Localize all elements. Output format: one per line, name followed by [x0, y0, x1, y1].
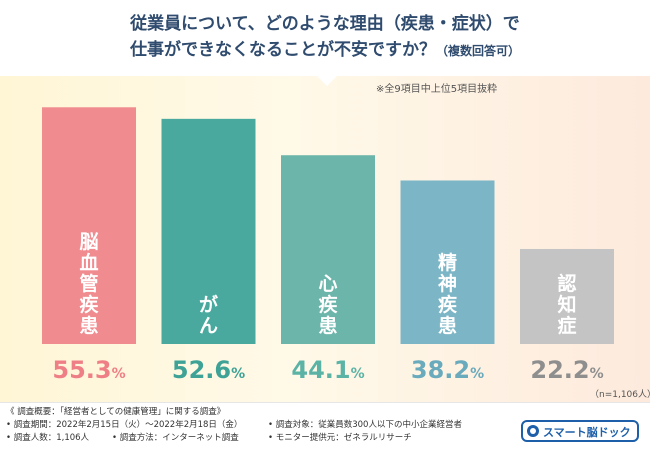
chart-title-suffix: （複数回答可）: [435, 44, 520, 58]
value-label-cancer: 52.6%: [172, 356, 245, 384]
survey-target: • 調査対象：従業員数300人以下の中小企業経営者: [268, 420, 462, 430]
category-label-cancer: がん: [199, 293, 218, 337]
value-label-cerebrovascular: 55.3%: [52, 356, 125, 384]
value-label-dementia: 22.2%: [530, 356, 603, 384]
bar-chart: 脳血管疾患 55.3% がん 52.6% 心疾患 44.1% 精神疾患 38.2% 認知症 22.…: [42, 107, 614, 384]
category-label-cerebrovascular: 脳血管疾患: [78, 231, 99, 337]
bar-mental-illness: [400, 180, 495, 344]
survey-period: • 調査期間：2022年2月15日（火）〜2022年2月18日（金）: [6, 420, 243, 430]
bar-cerebrovascular: [42, 107, 136, 344]
extract-note: ※全9項目中上位5項目抜粋: [376, 84, 498, 95]
brand-logo: スマート脳ドック: [521, 420, 639, 442]
value-label-mental-illness: 38.2%: [411, 356, 484, 384]
title-pointer: [316, 75, 338, 86]
bar-heart-disease: [281, 155, 375, 344]
survey-footer: 《 調査概要：「経営者としての健康管理」に関する調査》 • 調査期間：2022年…: [0, 402, 650, 451]
bar-cancer: [161, 118, 256, 345]
survey-respondents: • 調査人数：1,106人: [6, 433, 90, 443]
survey-method: • 調査方法：インターネット調査: [112, 433, 239, 443]
brain-scan-icon: [527, 425, 539, 437]
value-label-heart-disease: 44.1%: [291, 356, 364, 384]
sample-size-note: （n=1,106人）: [590, 390, 650, 400]
category-label-heart-disease: 心疾患: [318, 273, 338, 337]
chart-title-line1: 従業員について、どのような理由（疾患・症状）で: [130, 14, 520, 34]
chart-title-main: 仕事ができなくなることが不安ですか？: [129, 40, 436, 60]
survey-overview: 《 調査概要：「経営者としての健康管理」に関する調査》: [6, 407, 226, 417]
chart-title-line2: 仕事ができなくなることが不安ですか？（複数回答可）: [0, 35, 650, 60]
bar-dementia: [520, 248, 614, 344]
category-label-mental-illness: 精神疾患: [438, 251, 458, 337]
category-label-dementia: 認知症: [557, 272, 576, 337]
title-panel: 従業員について、どのような理由（疾患・症状）で 仕事ができなくなることが不安です…: [0, 0, 650, 76]
brand-logo-text: スマート脳ドック: [543, 426, 631, 439]
survey-provider: • モニター提供元：ゼネラルリサーチ: [268, 433, 412, 443]
